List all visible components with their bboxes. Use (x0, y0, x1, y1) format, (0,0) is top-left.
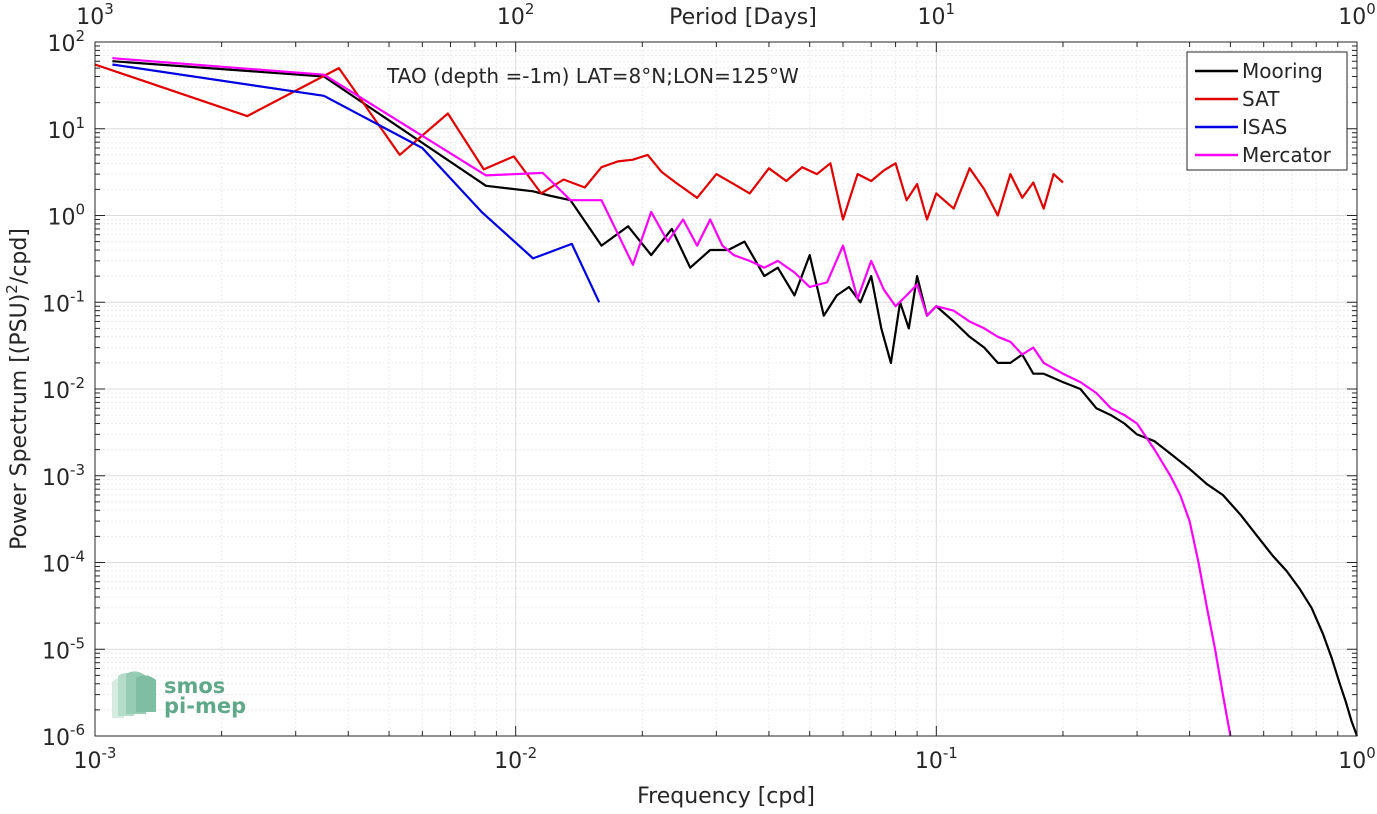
logo-line1: smos (164, 674, 225, 698)
x-tick-label: 10-1 (915, 744, 958, 774)
y-axis-label-exp: 2 (3, 284, 21, 294)
y-tick-label: 10-3 (42, 461, 85, 491)
top-axis-label: Period [Days] (669, 5, 817, 30)
smos-pi-mep-logo: smos pi-mep (112, 671, 246, 718)
legend-label-sat: SAT (1242, 87, 1280, 111)
legend-label-mercator: Mercator (1242, 143, 1332, 167)
top-tick-labels: 103 102 101 100 (76, 0, 1376, 30)
y-tick-label: 10-4 (42, 548, 85, 578)
top-tick-label: 103 (76, 0, 114, 30)
y-tick-label: 10-2 (42, 374, 85, 404)
chart-annotation: TAO (depth =-1m) LAT=8°N;LON=125°W (386, 64, 799, 88)
legend-label-mooring: Mooring (1242, 59, 1323, 83)
x-tick-label: 10-2 (494, 744, 537, 774)
logo-mark-icon (112, 671, 156, 718)
logo-line2: pi-mep (164, 694, 246, 718)
left-tick-labels: 102 101 100 10-1 10-2 10-3 10-4 10-5 10-6 (42, 27, 85, 751)
major-grid (94, 42, 1357, 737)
top-tick-label: 100 (1338, 0, 1376, 30)
x-tick-label: 100 (1338, 744, 1376, 774)
y-axis-label-main: Power Spectrum [(PSU) (7, 294, 32, 550)
top-tick-label: 101 (918, 0, 956, 30)
y-axis-label-tail: /cpd] (7, 228, 32, 284)
x-tick-label: 10-3 (74, 744, 117, 774)
series-line-isas (112, 63, 601, 303)
series-line-sat (94, 63, 1064, 221)
y-tick-label: 10-6 (42, 721, 85, 751)
y-axis-label: Power Spectrum [(PSU)2/cpd] (3, 228, 32, 550)
series-line-mooring (112, 60, 1359, 737)
legend: Mooring SAT ISAS Mercator (1186, 51, 1348, 171)
y-tick-label: 101 (47, 114, 85, 144)
top-tick-label: 102 (497, 0, 535, 30)
tick-marks (94, 42, 1357, 737)
y-tick-label: 10-5 (42, 634, 85, 664)
y-tick-label: 10-1 (42, 287, 85, 317)
series-line-mercator (112, 57, 1232, 737)
y-tick-label: 102 (47, 27, 85, 57)
bottom-tick-labels: 10-3 10-2 10-1 100 (74, 744, 1376, 774)
x-axis-label: Frequency [cpd] (637, 784, 815, 809)
y-tick-label: 100 (47, 201, 85, 231)
series-layer (94, 57, 1359, 737)
legend-label-isas: ISAS (1242, 115, 1287, 139)
